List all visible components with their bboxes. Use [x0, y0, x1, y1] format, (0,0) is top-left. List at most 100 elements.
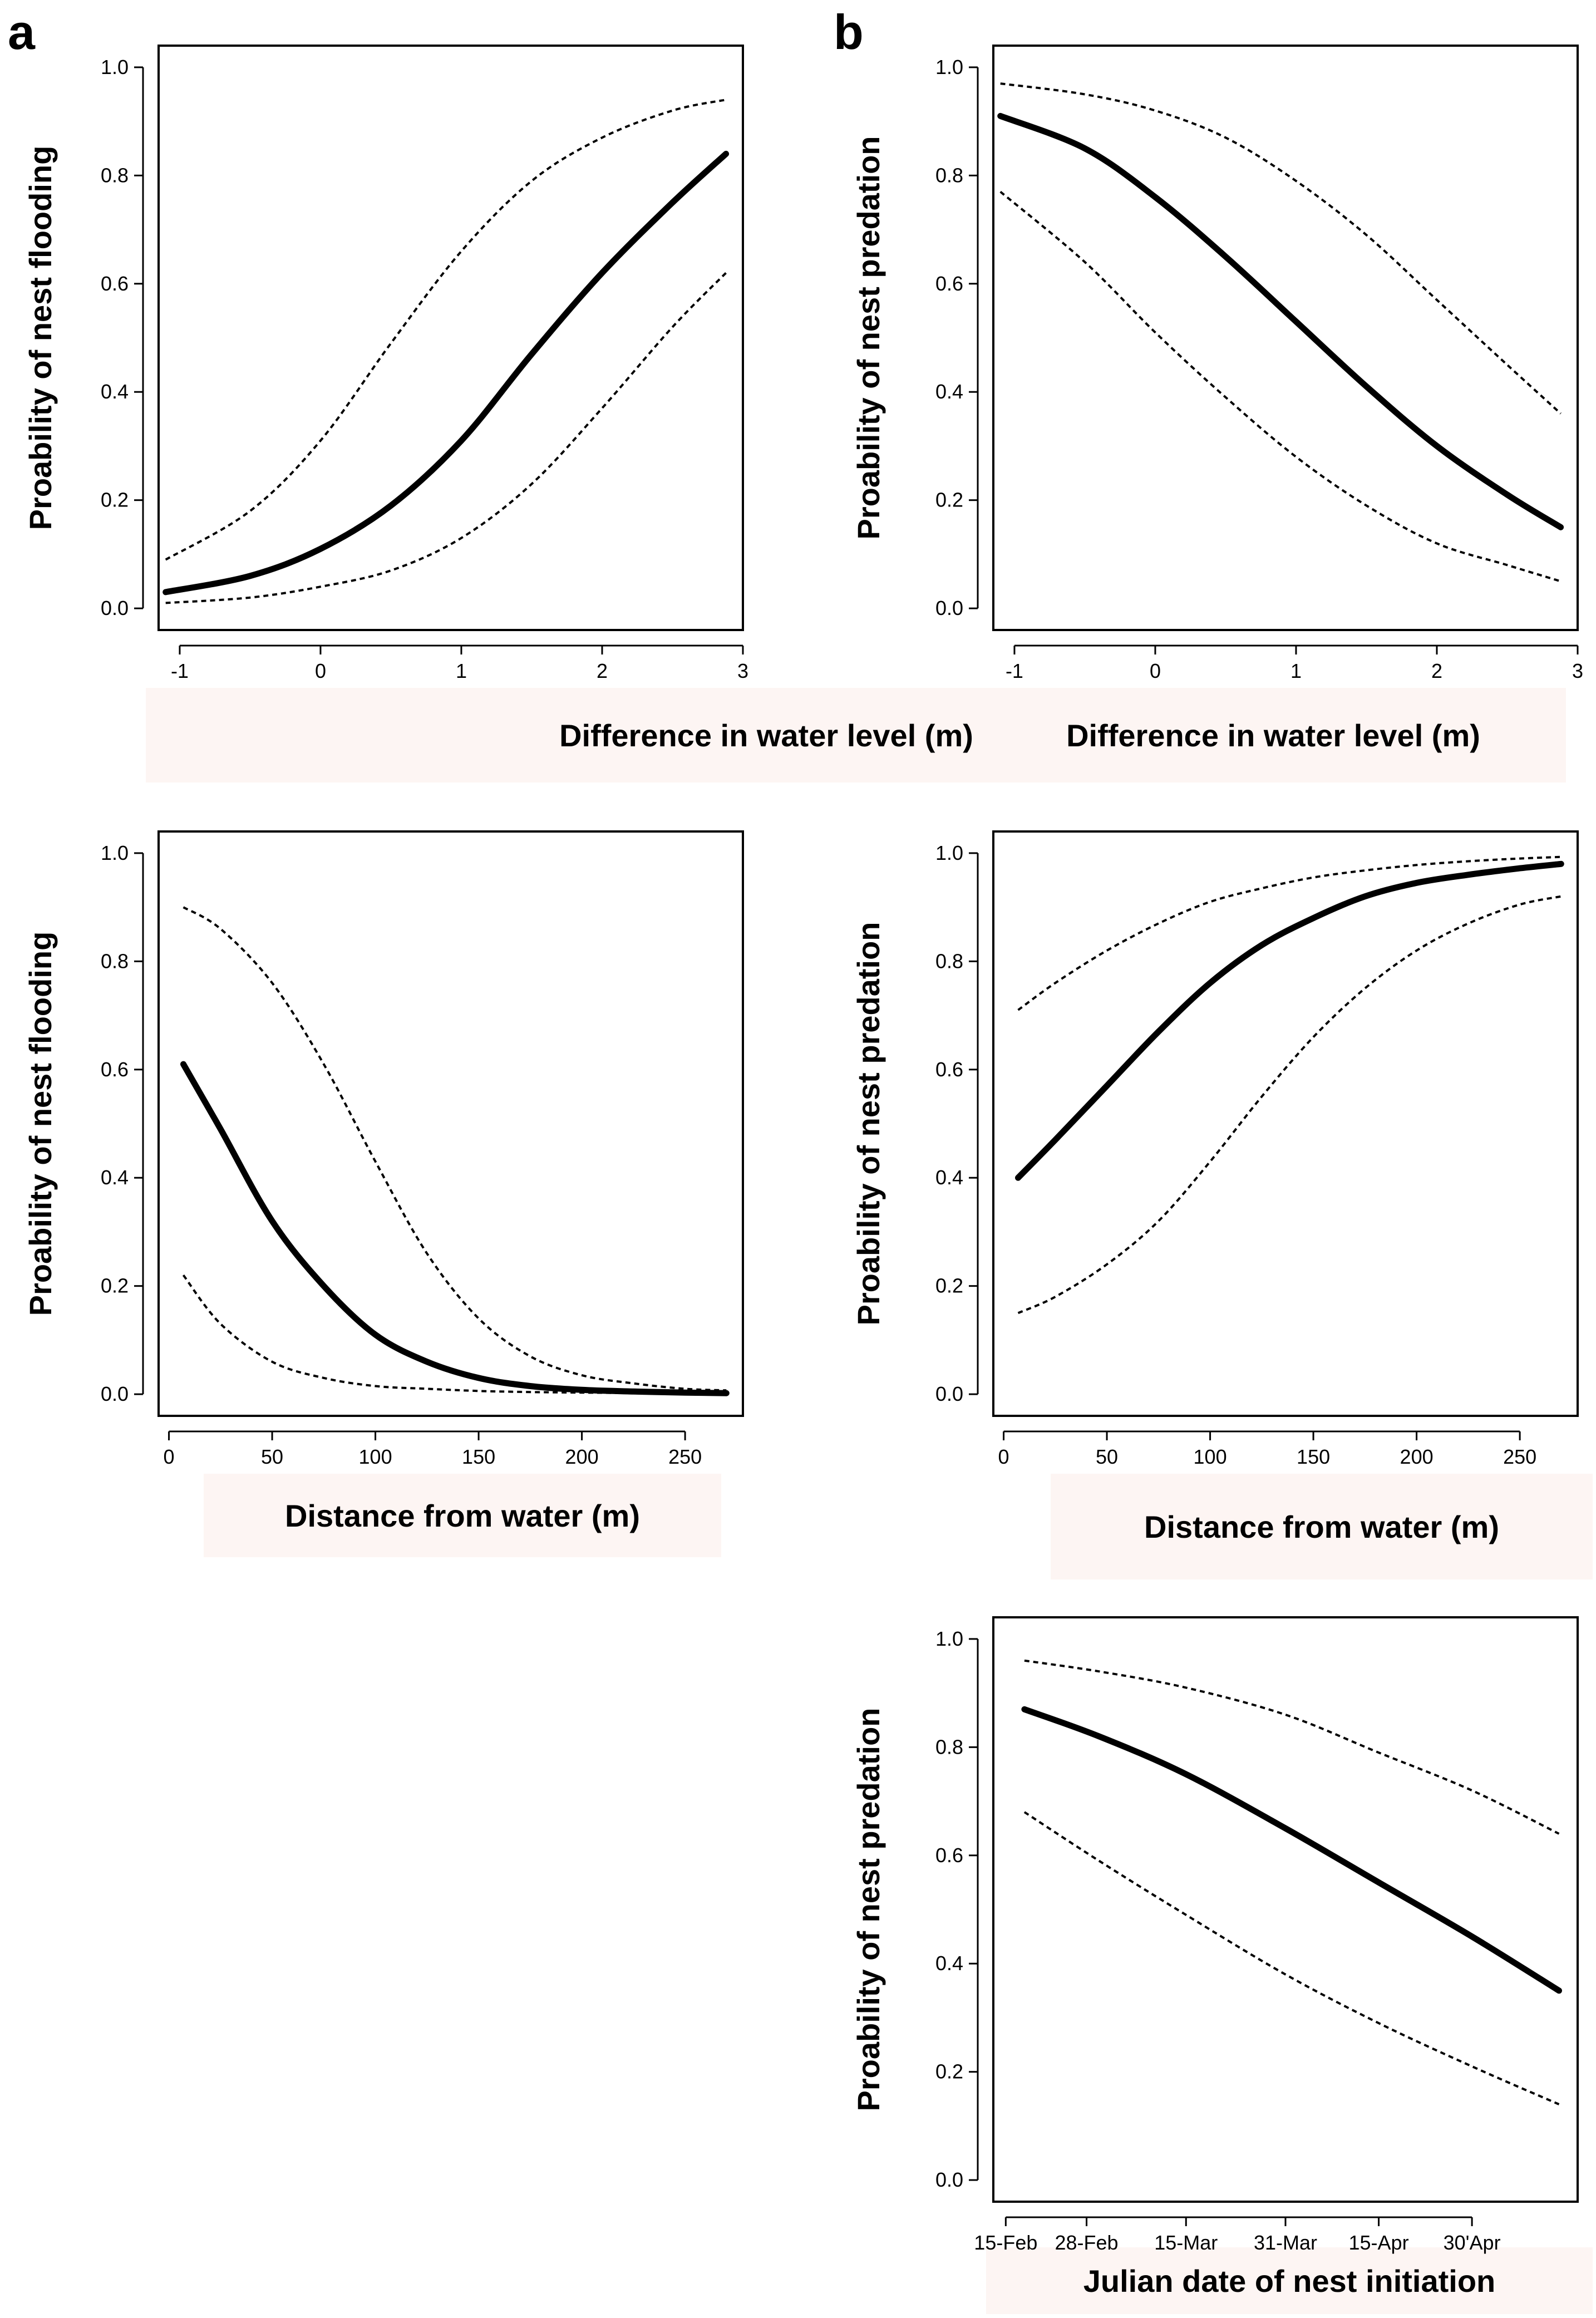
x-axis-label: Julian date of nest initiation	[1083, 2263, 1496, 2299]
y-tick-label: 0.2	[101, 489, 129, 511]
x-label-background	[204, 1474, 721, 1557]
y-tick-label: 0.0	[101, 1382, 129, 1405]
y-tick-label: 1.0	[935, 56, 963, 78]
ci-upper-line	[1024, 1659, 1560, 1835]
y-tick-label: 0.2	[101, 1274, 129, 1297]
ci-lower-line	[1017, 895, 1561, 1315]
ci-upper-line	[1017, 855, 1561, 1011]
x-tick-label: 100	[359, 1445, 392, 1468]
y-axis-label: Proability of nest predation	[851, 922, 886, 1326]
y-tick-label: 0.6	[101, 272, 129, 295]
plot-frame	[992, 830, 1579, 1417]
ci-lower-line	[1023, 1811, 1560, 2105]
y-tick-label: 0.0	[101, 597, 129, 619]
x-tick-label: 0	[164, 1445, 175, 1468]
x-tick-label: 2	[1431, 660, 1442, 682]
y-tick-label: 0.4	[935, 380, 963, 403]
x-tick-label: 250	[1503, 1445, 1536, 1468]
x-tick-label: 150	[462, 1445, 495, 1468]
chart-panel-1: 0.0 0.2 0.4 0.6 0.8 1.0 -1 0 1 2 3 Proability of ne…	[23, 45, 1387, 782]
y-tick-label: 0.4	[935, 1166, 963, 1189]
ci-lower-line	[182, 1274, 727, 1395]
y-tick-label: 0.4	[935, 1952, 963, 1975]
y-tick-label: 1.0	[101, 56, 129, 78]
y-tick-label: 0.6	[935, 272, 963, 295]
ci-upper-line	[165, 99, 727, 561]
chart-panel-2: 0.0 0.2 0.4 0.6 0.8 1.0 -1 0 1 2 3 Proability of ne…	[851, 45, 1583, 782]
y-tick-label: 1.0	[935, 1627, 963, 1650]
y-tick-label: 0.0	[935, 2168, 963, 2191]
y-tick-label: 0.2	[935, 489, 963, 511]
ci-lower-line	[165, 272, 727, 604]
y-tick-label: 0.8	[935, 949, 963, 972]
y-tick-label: 0.6	[935, 1844, 963, 1867]
x-tick-label: 50	[1096, 1445, 1118, 1468]
x-tick-label: 28-Feb	[1055, 2231, 1119, 2254]
x-tick-label: 200	[1400, 1445, 1434, 1468]
chart-panel-5: 0.0 0.2 0.4 0.6 0.8 1.0 15-Feb 28-Feb 15-Mar 31-M…	[851, 1616, 1593, 2314]
ci-upper-line	[1000, 82, 1561, 415]
x-tick-label: 0	[315, 660, 326, 682]
chart-panel-3: 0.0 0.2 0.4 0.6 0.8 1.0 0 50 100 150 200 250 Proabil…	[23, 830, 744, 1557]
x-tick-label: -1	[1006, 660, 1023, 682]
ci-upper-line	[183, 906, 727, 1392]
x-tick-label: 150	[1297, 1445, 1330, 1468]
x-tick-label: 3	[1572, 660, 1583, 682]
y-tick-label: 0.8	[935, 164, 963, 186]
y-tick-label: 0.6	[935, 1058, 963, 1081]
fitted-line	[1021, 1706, 1562, 1994]
y-tick-label: 0.0	[935, 1382, 963, 1405]
y-tick-label: 0.6	[101, 1058, 129, 1081]
x-axis-label: Difference in water level (m)	[559, 718, 973, 753]
x-tick-label: 200	[565, 1445, 599, 1468]
x-tick-label: 3	[737, 660, 748, 682]
y-tick-label: 0.2	[935, 1274, 963, 1297]
x-tick-label: 2	[597, 660, 608, 682]
y-tick-label: 0.8	[101, 164, 129, 186]
ci-lower-line	[999, 190, 1561, 583]
x-tick-label: 1	[456, 660, 467, 682]
y-tick-label: 0.0	[935, 597, 963, 619]
x-label-background	[981, 688, 1566, 782]
y-tick-label: 1.0	[101, 841, 129, 864]
x-tick-label: 0	[1150, 660, 1161, 682]
y-tick-label: 1.0	[935, 841, 963, 864]
x-tick-label: 100	[1194, 1445, 1227, 1468]
plot-frame	[157, 830, 744, 1417]
y-tick-label: 0.8	[101, 949, 129, 972]
fitted-line	[1015, 860, 1564, 1181]
y-axis-label: Proability of nest flooding	[23, 146, 58, 530]
x-tick-label: -1	[171, 660, 189, 682]
y-tick-label: 0.4	[101, 1166, 129, 1189]
y-axis-label: Proability of nest predation	[851, 136, 886, 540]
y-tick-label: 0.4	[101, 380, 129, 403]
panel-label-b: b	[834, 4, 864, 60]
x-axis-label: Difference in water level (m)	[1066, 718, 1480, 753]
y-tick-label: 0.2	[935, 2060, 963, 2083]
plot-frame	[992, 1616, 1579, 2203]
charts-container: 0.0 0.2 0.4 0.6 0.8 1.0 -1 0 1 2 3 Proability of ne…	[23, 45, 1593, 2314]
plot-frame	[992, 45, 1579, 631]
x-tick-label: 250	[668, 1445, 702, 1468]
x-tick-label: 1	[1290, 660, 1302, 682]
x-tick-label: 0	[998, 1445, 1009, 1468]
plot-frame	[157, 45, 744, 631]
y-tick-label: 0.8	[935, 1735, 963, 1758]
y-axis-label: Proability of nest predation	[851, 1708, 886, 2112]
fitted-line	[162, 150, 730, 596]
x-tick-label: 31-Mar	[1254, 2231, 1317, 2254]
chart-panel-4: 0.0 0.2 0.4 0.6 0.8 1.0 0 50 100 150 200 250 Proabil…	[851, 830, 1593, 1579]
fitted-line	[180, 1061, 730, 1396]
y-axis-label: Proability of nest flooding	[23, 932, 58, 1316]
x-tick-label: 15-Mar	[1154, 2231, 1218, 2254]
x-tick-label: 15-Apr	[1349, 2231, 1409, 2254]
x-label-background	[986, 2247, 1593, 2314]
x-tick-label: 15-Feb	[974, 2231, 1037, 2254]
fitted-line	[997, 112, 1564, 530]
x-label-background	[1051, 1474, 1593, 1579]
panel-label-a: a	[8, 4, 36, 60]
x-tick-label: 30'Apr	[1444, 2231, 1501, 2254]
x-tick-label: 50	[261, 1445, 283, 1468]
x-axis-label: Distance from water (m)	[1144, 1509, 1499, 1544]
